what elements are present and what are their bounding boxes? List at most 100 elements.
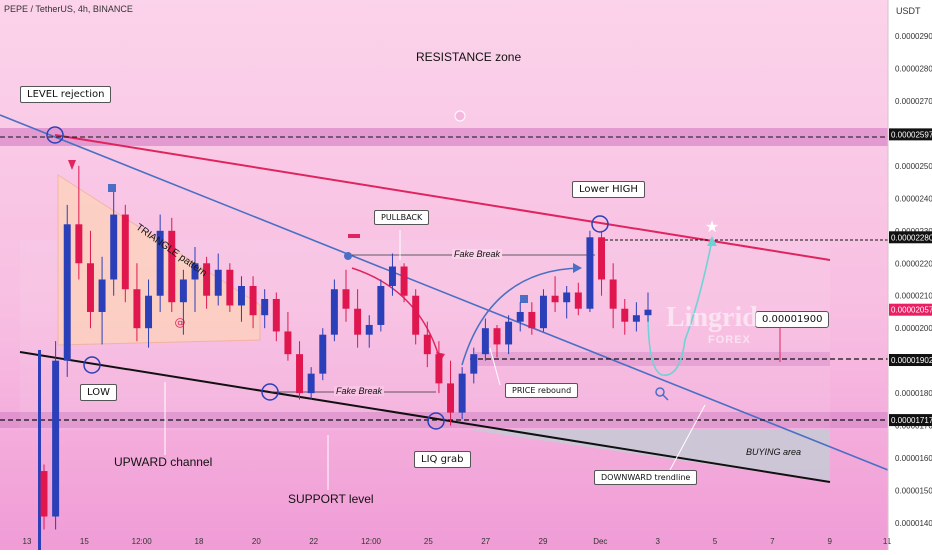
buying-area-label: BUYING area	[746, 447, 802, 457]
candle-body	[307, 373, 315, 394]
candle-body	[609, 279, 617, 309]
candle-body	[516, 311, 524, 322]
pullback-arrow	[351, 267, 441, 361]
candle-body	[470, 354, 478, 374]
candle-body	[481, 328, 489, 355]
candle-body	[644, 309, 652, 316]
candle-body	[365, 324, 373, 335]
candle-body	[237, 285, 245, 306]
liq-grab-label: LIQ grab	[414, 451, 471, 468]
price-highlight-label: 0.00002280	[891, 233, 932, 242]
downward-trendline-pointer	[669, 404, 706, 471]
resistance-line	[54, 134, 831, 261]
downward-trendline	[0, 114, 889, 471]
upward-channel-label: UPWARD channel	[114, 455, 213, 469]
watermark-logo-sub: FOREX	[708, 334, 751, 346]
time-axis: 13 15 12:00 18 20 22 12:00 25 27 29 Dec 3 5 7 9 11	[23, 537, 892, 546]
projection-arrowhead	[573, 263, 582, 273]
candle-body	[330, 289, 338, 335]
price-highlight-box	[889, 128, 932, 141]
volume-spike-bar	[38, 350, 41, 550]
candle-body	[493, 328, 501, 345]
candle-body	[528, 311, 536, 329]
downward-trendline-label: DOWNWARD trendline	[594, 470, 698, 485]
candle-body	[133, 289, 141, 329]
time-tick-label: 15	[80, 537, 89, 546]
candle-body	[342, 289, 350, 309]
candle-body	[52, 360, 60, 517]
candle-body	[505, 321, 513, 345]
pullback-label: PULLBACK	[374, 210, 430, 225]
candle-body	[586, 237, 594, 309]
support-level-label: SUPPORT level	[288, 492, 374, 506]
price-highlight-label: 0.00002057	[891, 306, 932, 315]
candle-body	[156, 230, 164, 296]
time-tick-label: 22	[309, 537, 318, 546]
candle-body	[86, 263, 94, 312]
candle-body	[98, 279, 106, 312]
pullback-dot	[344, 252, 352, 260]
candle-body	[121, 214, 129, 290]
lower-high-label: Lower HIGH	[572, 181, 645, 198]
price-axis-highlights: 0.00002597 0.00002280 0.00002057 0.00001902…	[889, 128, 932, 427]
candle-body	[412, 295, 420, 335]
candle-body	[598, 237, 606, 280]
time-tick-label: 27	[481, 537, 490, 546]
candle-body	[249, 285, 257, 316]
snail-icon: @	[175, 316, 186, 329]
price-highlight-box	[889, 354, 932, 367]
candle-body	[319, 334, 327, 374]
candle-body	[191, 263, 199, 280]
candle-body	[551, 295, 559, 303]
price-axis: 0.000029000.000028000.000027000.00002600…	[895, 32, 932, 528]
fake-break-circle	[261, 383, 279, 401]
time-tick-label: 29	[539, 537, 548, 546]
candle-body	[284, 331, 292, 355]
magnifier-icon	[655, 387, 665, 397]
time-tick-label: 13	[23, 537, 32, 546]
currency-label: USDT	[896, 6, 921, 16]
time-tick-label: 25	[424, 537, 433, 546]
candle-body	[632, 315, 640, 322]
candle-body	[435, 354, 443, 384]
time-tick-label: 12:00	[361, 537, 382, 546]
forecast-path	[647, 239, 713, 376]
time-tick-label: 12:00	[132, 537, 153, 546]
candle-body	[423, 334, 431, 355]
level-rejection-circle	[46, 126, 64, 144]
candle-body	[621, 308, 629, 322]
flag-icon	[348, 234, 360, 238]
symbol-header: PEPE / TetherUS, 4h, BINANCE	[4, 4, 133, 14]
time-tick-label: 3	[655, 537, 660, 546]
magnifier-handle	[662, 394, 669, 401]
time-tick-label: Dec	[593, 537, 607, 546]
candle-body	[388, 266, 396, 286]
candle-body	[563, 292, 571, 303]
buying-area-zone	[470, 430, 830, 482]
level-rejection-label: LEVEL rejection	[20, 86, 112, 103]
candle-body	[296, 354, 304, 394]
time-tick-label: 18	[195, 537, 204, 546]
target-price-label: 0.00001900	[755, 311, 830, 328]
low-circle	[83, 356, 101, 374]
candle-body	[226, 269, 234, 306]
time-tick-label: 5	[713, 537, 718, 546]
time-tick-label: 7	[770, 537, 775, 546]
price-highlight-box	[889, 303, 932, 316]
liq-grab-circle	[427, 412, 445, 430]
candles-group	[40, 165, 652, 530]
candle-body	[574, 292, 582, 309]
lower-high-circle	[591, 215, 609, 233]
candle-body	[447, 383, 455, 413]
price-rebound-pointer	[489, 347, 501, 386]
